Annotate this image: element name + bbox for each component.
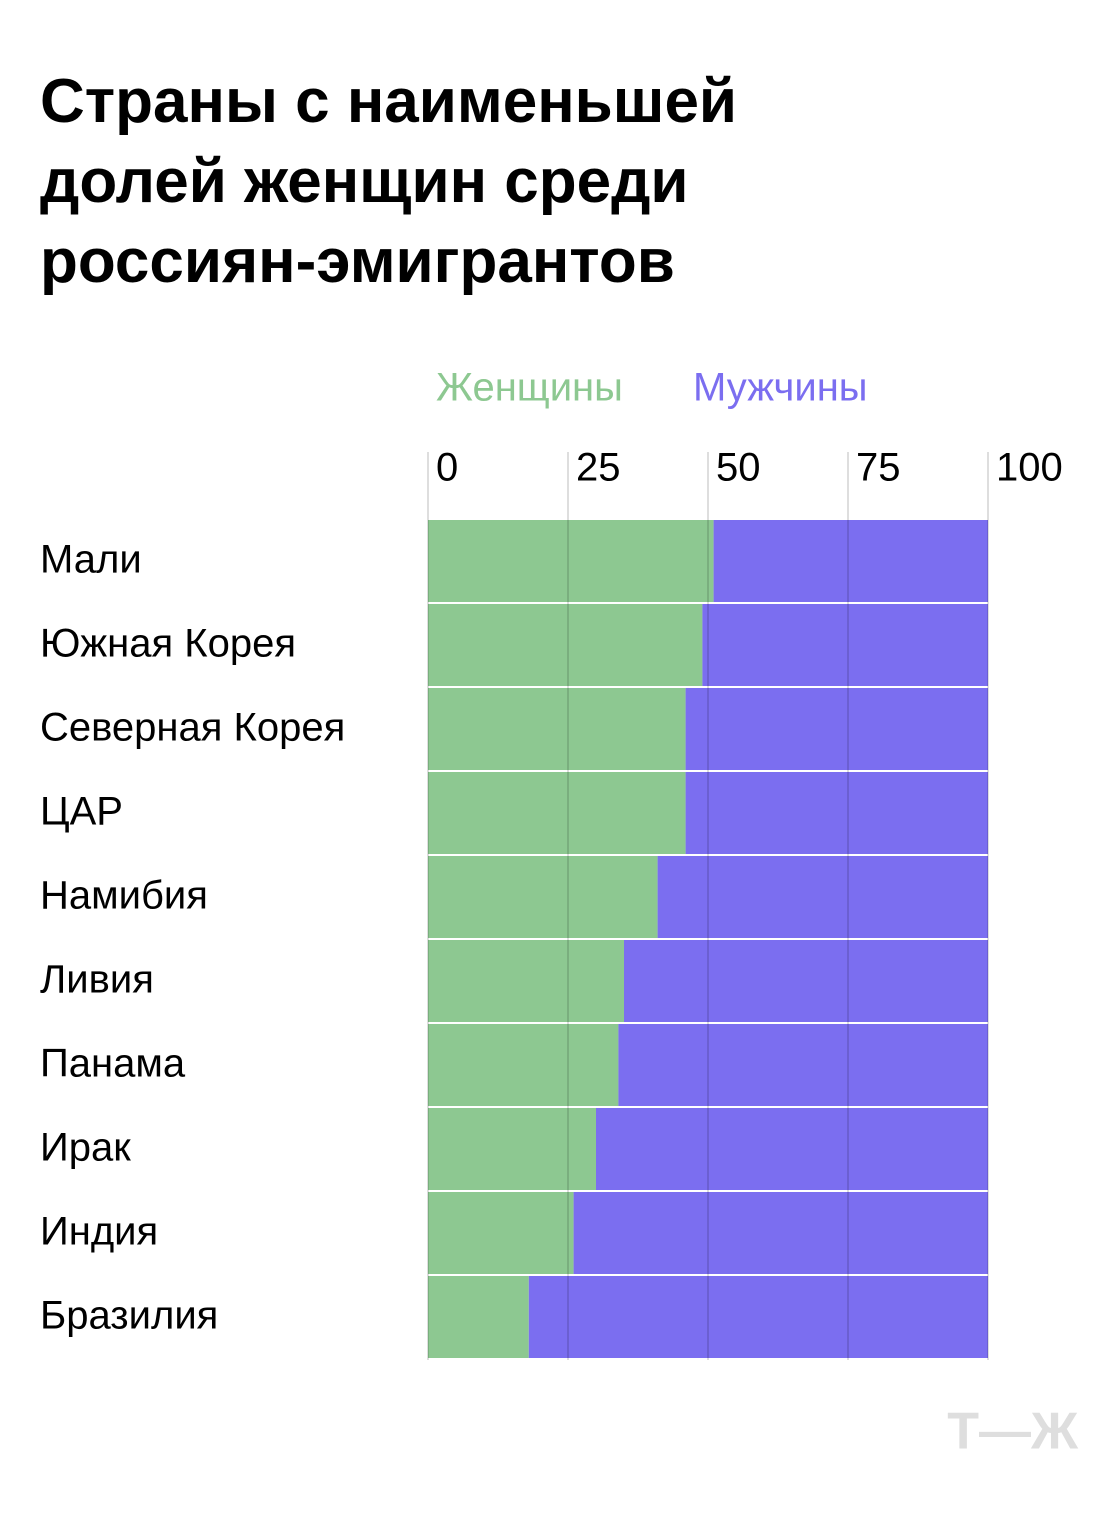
x-tick-label: 50 xyxy=(716,446,761,490)
bar-segment xyxy=(428,1024,619,1106)
bar-segment xyxy=(702,604,988,686)
x-tick-label: 25 xyxy=(576,446,621,490)
bar-segment xyxy=(573,1192,988,1274)
y-tick-label: Мали xyxy=(40,538,142,582)
bar-segment xyxy=(685,772,988,854)
bar-segment xyxy=(596,1108,988,1190)
y-tick-label: Индия xyxy=(40,1210,158,1254)
y-tick-label: Ливия xyxy=(40,958,154,1002)
y-tick-label: ЦАР xyxy=(40,790,123,834)
bar-segment xyxy=(624,940,988,1022)
bar-segment xyxy=(618,1024,988,1106)
legend-label: Женщины xyxy=(436,366,623,410)
legend-label: Мужчины xyxy=(693,366,868,410)
bar-segment xyxy=(428,772,686,854)
chart-title: Страны с наименьшей долей женщин среди р… xyxy=(40,67,738,296)
bar-segment xyxy=(428,1108,596,1190)
bar-segment xyxy=(428,604,703,686)
bar-segment xyxy=(713,520,988,602)
bar-segment xyxy=(428,940,624,1022)
bar-segment xyxy=(428,688,686,770)
x-tick-label: 0 xyxy=(436,446,458,490)
bar-segment xyxy=(428,1192,574,1274)
bar-segment xyxy=(428,856,658,938)
bar-segment xyxy=(428,1276,529,1358)
y-tick-label: Панама xyxy=(40,1042,186,1086)
bar-segment xyxy=(428,520,714,602)
y-tick-label: Бразилия xyxy=(40,1294,218,1338)
y-tick-label: Северная Корея xyxy=(40,706,345,750)
y-tick-label: Ирак xyxy=(40,1126,131,1170)
bar-segment xyxy=(657,856,988,938)
logo: Т—Ж xyxy=(947,1403,1079,1461)
y-tick-label: Южная Корея xyxy=(40,622,296,666)
x-tick-label: 100 xyxy=(996,446,1063,490)
y-tick-label: Намибия xyxy=(40,874,208,918)
x-tick-label: 75 xyxy=(856,446,901,490)
bar-segment xyxy=(685,688,988,770)
bar-segment xyxy=(528,1276,988,1358)
